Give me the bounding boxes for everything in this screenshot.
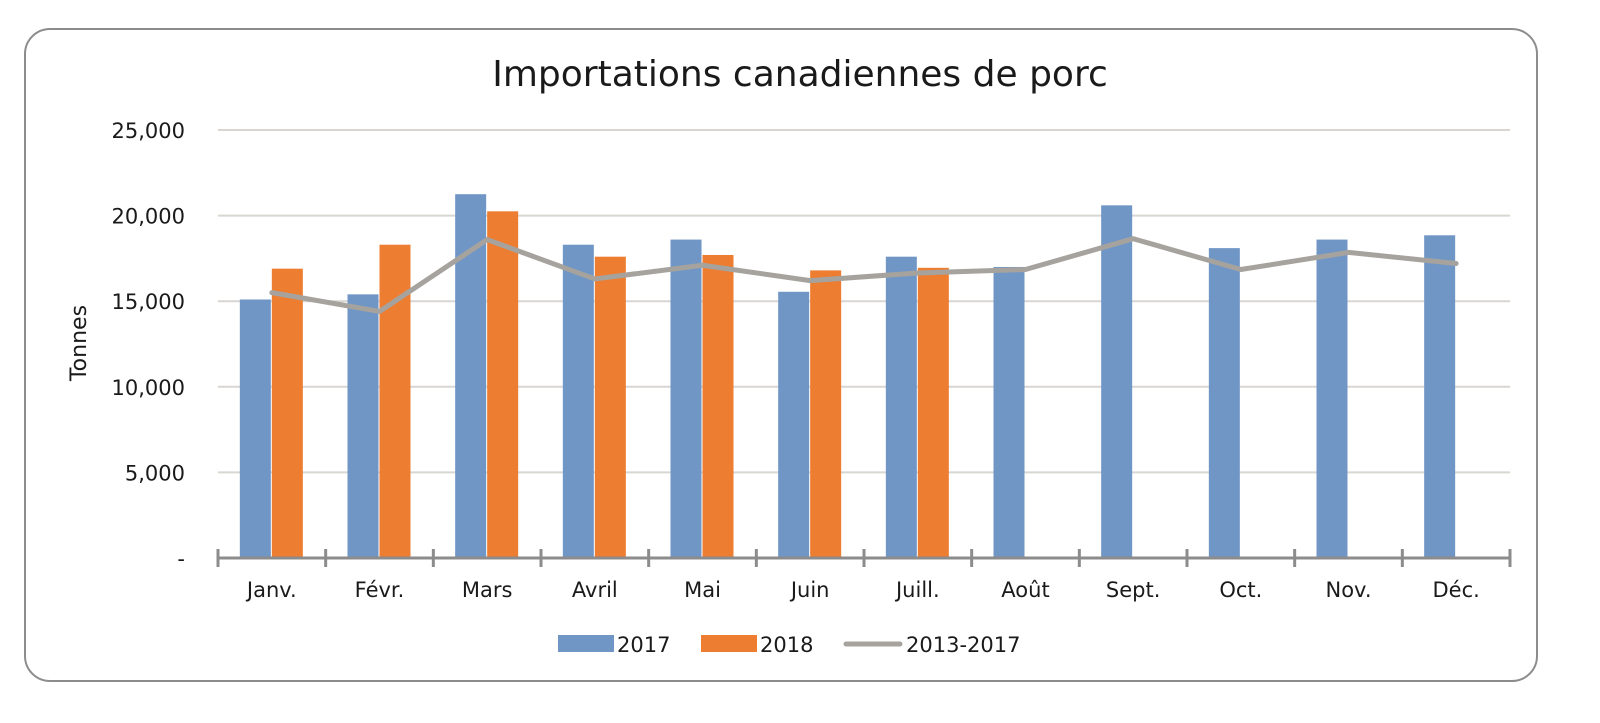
bar-2017	[670, 239, 702, 558]
legend-label: 2013-2017	[906, 633, 1020, 657]
y-axis-ticks: - 5,000 10,000 15,000 20,000 25,000	[112, 119, 185, 571]
line-2013-2017	[269, 236, 1459, 314]
bar-2018	[487, 211, 519, 558]
legend-swatch	[701, 635, 757, 652]
bar-2018	[917, 267, 949, 558]
bar-2017	[1424, 235, 1456, 558]
x-tick-label: Avril	[572, 578, 618, 602]
bar-2017	[1316, 239, 1348, 558]
y-tick-label: 20,000	[112, 205, 185, 229]
x-tick-label: Oct.	[1219, 578, 1262, 602]
average-line	[269, 236, 1459, 314]
x-tick-label: Juin	[789, 578, 830, 602]
legend-label: 2018	[760, 633, 813, 657]
x-tick-label: Mars	[462, 578, 513, 602]
y-tick-label: 15,000	[112, 290, 185, 314]
legend: 2017 2018 2013-2017	[558, 633, 1020, 657]
bar-2017	[239, 299, 271, 558]
legend-label: 2017	[617, 633, 670, 657]
x-tick-label: Févr.	[355, 578, 405, 602]
y-tick-label: 25,000	[112, 119, 185, 143]
bar-2018	[810, 270, 842, 558]
bar-2018	[594, 256, 626, 558]
bars	[239, 194, 1456, 559]
bar-2018	[702, 254, 734, 558]
y-tick-label: 5,000	[125, 461, 185, 485]
x-tick-label: Déc.	[1433, 578, 1480, 602]
legend-item: 2018	[701, 633, 813, 657]
x-tick-label: Nov.	[1325, 578, 1371, 602]
y-tick-label: -	[177, 547, 185, 571]
legend-item: 2017	[558, 633, 670, 657]
bar-2017	[562, 244, 594, 559]
chart-title: Importations canadiennes de porc	[492, 54, 1108, 95]
x-axis: Janv. Févr. Mars Avril Mai Juin Juill. Août Sept…	[216, 549, 1512, 602]
legend-item: 2013-2017	[843, 633, 1020, 657]
x-tick-label: Mai	[684, 578, 721, 602]
x-tick-label: Juill.	[894, 578, 940, 602]
bar-2018	[271, 268, 303, 558]
x-tick-label: Janv.	[245, 578, 297, 602]
gridlines	[218, 129, 1510, 474]
x-tick-label: Août	[1001, 578, 1049, 602]
legend-swatch	[558, 635, 614, 652]
bar-2017	[778, 291, 810, 558]
bar-2017	[885, 256, 917, 558]
bar-2017	[1101, 205, 1133, 558]
y-tick-label: 10,000	[112, 376, 185, 400]
x-tick-label: Sept.	[1106, 578, 1161, 602]
y-axis-label: Tonnes	[67, 305, 92, 382]
bar-2017	[1208, 248, 1240, 559]
bar-2017	[347, 294, 379, 558]
bar-2017	[993, 266, 1025, 558]
chart-frame	[24, 28, 1538, 682]
